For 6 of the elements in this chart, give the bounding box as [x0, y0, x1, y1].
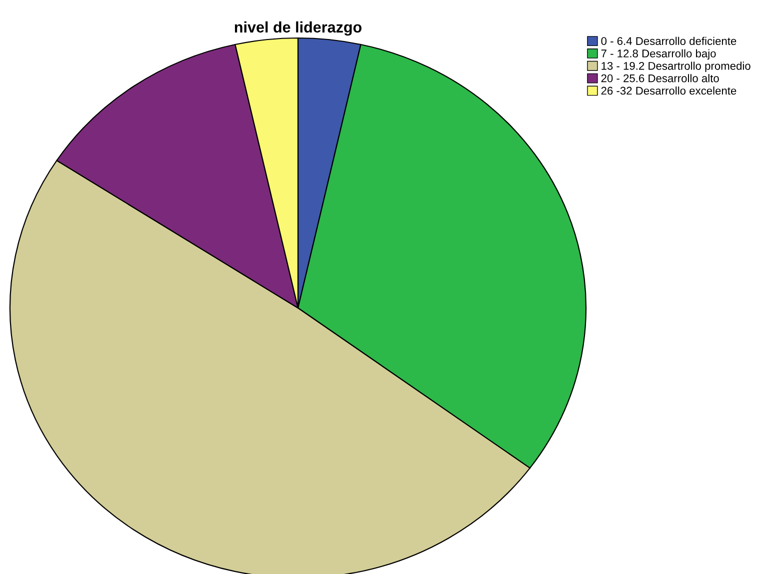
legend-label: 0 - 6.4 Desarrollo deficiente — [601, 36, 736, 45]
legend-label: 7 - 12.8 Desarrollo bajo — [601, 49, 716, 60]
legend-label: 13 - 19.2 Desartrollo promedio — [602, 62, 750, 72]
chart-title: nivel de liderazgo — [234, 21, 362, 36]
legend-label: 20 - 25.6 Desarrollo alto — [601, 74, 719, 82]
legend-label: 26 -32 Desarrollo excelente — [601, 86, 736, 95]
